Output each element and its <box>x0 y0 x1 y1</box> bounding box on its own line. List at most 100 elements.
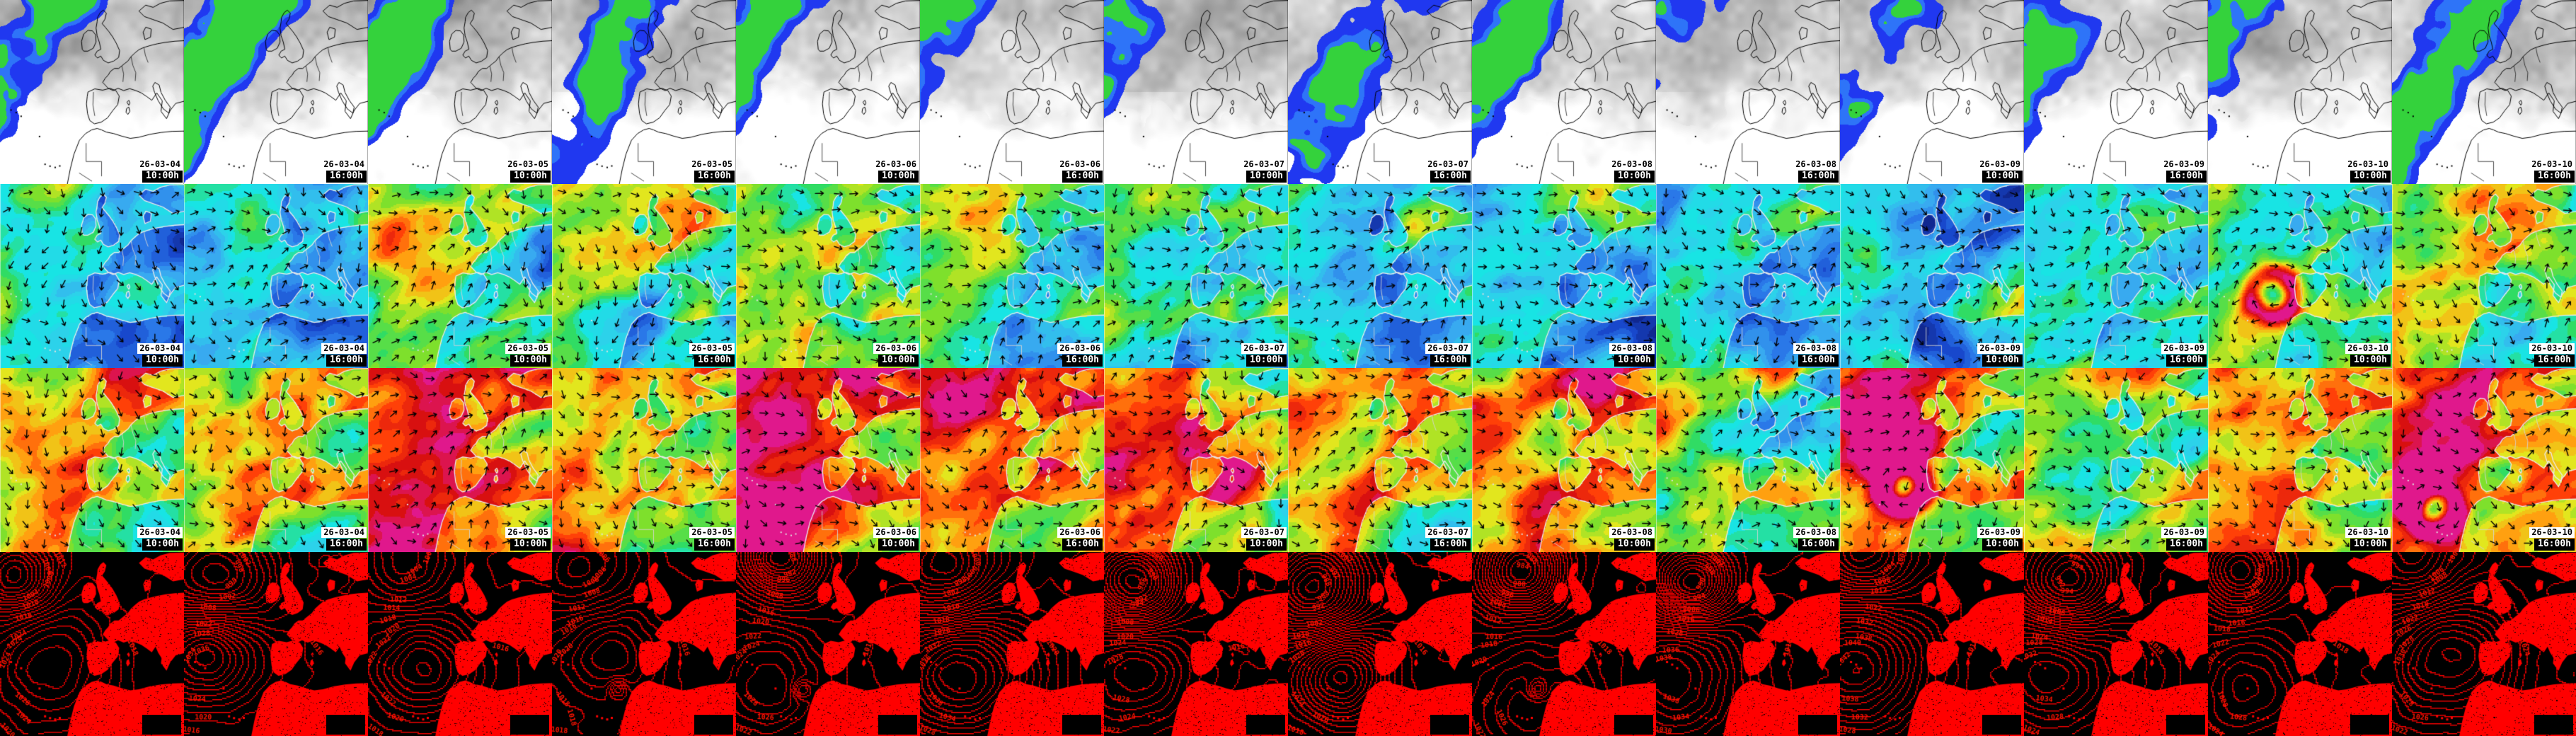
forecast-panel-wind-upper-c12[interactable]: 26-03-09 16:00h <box>2024 368 2208 552</box>
panel-date-label: 26-03-09 <box>1977 159 2023 170</box>
forecast-panel-pressure-c11[interactable] <box>1840 552 2024 736</box>
forecast-panel-satellite-c3[interactable]: 26-03-05 10:00h <box>368 0 552 184</box>
panel-date-label: 26-03-05 <box>505 159 551 170</box>
forecast-panel-wind-low-c1[interactable]: 26-03-04 10:00h <box>0 184 184 368</box>
forecast-panel-satellite-c10[interactable]: 26-03-08 16:00h <box>1656 0 1840 184</box>
wind-low-map-canvas <box>1288 184 1472 368</box>
forecast-panel-satellite-c11[interactable]: 26-03-09 10:00h <box>1840 0 2024 184</box>
pressure-map-canvas <box>368 552 552 736</box>
panel-label-blank-box <box>2350 715 2389 735</box>
forecast-panel-wind-upper-c13[interactable]: 26-03-10 10:00h <box>2208 368 2392 552</box>
wind-low-map-canvas <box>1840 184 2024 368</box>
forecast-panel-wind-low-c5[interactable]: 26-03-06 10:00h <box>736 184 920 368</box>
satellite-map-canvas <box>0 0 184 184</box>
forecast-panel-satellite-c6[interactable]: 26-03-06 16:00h <box>920 0 1104 184</box>
satellite-map-canvas <box>1288 0 1472 184</box>
pressure-map-canvas <box>1472 552 1656 736</box>
forecast-panel-pressure-c3[interactable] <box>368 552 552 736</box>
forecast-panel-wind-upper-c4[interactable]: 26-03-05 16:00h <box>552 368 736 552</box>
forecast-panel-satellite-c8[interactable]: 26-03-07 16:00h <box>1288 0 1472 184</box>
forecast-panel-pressure-c10[interactable] <box>1656 552 1840 736</box>
satellite-map-canvas <box>552 0 736 184</box>
satellite-map-canvas <box>2024 0 2208 184</box>
panel-date-label: 26-03-07 <box>1241 343 1287 354</box>
forecast-panel-satellite-c4[interactable]: 26-03-05 16:00h <box>552 0 736 184</box>
panel-time-label: 16:00h <box>326 539 367 551</box>
panel-time-label: 16:00h <box>1798 539 1839 551</box>
panel-time-label: 10:00h <box>878 355 919 367</box>
forecast-panel-wind-low-c11[interactable]: 26-03-09 10:00h <box>1840 184 2024 368</box>
forecast-panel-satellite-c1[interactable]: 26-03-04 10:00h <box>0 0 184 184</box>
satellite-map-canvas <box>368 0 552 184</box>
panel-time-label: 16:00h <box>2166 539 2207 551</box>
panel-time-label: 10:00h <box>142 355 183 367</box>
forecast-panel-satellite-c2[interactable]: 26-03-04 16:00h <box>184 0 368 184</box>
forecast-panel-wind-low-c4[interactable]: 26-03-05 16:00h <box>552 184 736 368</box>
forecast-panel-pressure-c5[interactable] <box>736 552 920 736</box>
forecast-panel-pressure-c1[interactable] <box>0 552 184 736</box>
forecast-panel-satellite-c13[interactable]: 26-03-10 10:00h <box>2208 0 2392 184</box>
panel-date-label: 26-03-06 <box>1057 527 1103 538</box>
forecast-panel-pressure-c7[interactable] <box>1104 552 1288 736</box>
panel-date-label: 26-03-10 <box>2529 343 2575 354</box>
pressure-map-canvas <box>736 552 920 736</box>
forecast-panel-wind-low-c10[interactable]: 26-03-08 16:00h <box>1656 184 1840 368</box>
panel-time-label: 10:00h <box>142 539 183 551</box>
forecast-panel-wind-low-c13[interactable]: 26-03-10 10:00h <box>2208 184 2392 368</box>
wind-upper-map-canvas <box>920 368 1104 552</box>
forecast-panel-wind-low-c6[interactable]: 26-03-06 16:00h <box>920 184 1104 368</box>
forecast-panel-wind-upper-c7[interactable]: 26-03-07 10:00h <box>1104 368 1288 552</box>
forecast-panel-satellite-c12[interactable]: 26-03-09 16:00h <box>2024 0 2208 184</box>
forecast-panel-wind-low-c2[interactable]: 26-03-04 16:00h <box>184 184 368 368</box>
forecast-panel-pressure-c9[interactable] <box>1472 552 1656 736</box>
forecast-panel-wind-upper-c3[interactable]: 26-03-05 10:00h <box>368 368 552 552</box>
forecast-panel-pressure-c6[interactable] <box>920 552 1104 736</box>
forecast-panel-pressure-c8[interactable] <box>1288 552 1472 736</box>
forecast-panel-wind-low-c7[interactable]: 26-03-07 10:00h <box>1104 184 1288 368</box>
forecast-panel-pressure-c2[interactable] <box>184 552 368 736</box>
panel-date-label: 26-03-10 <box>2345 527 2391 538</box>
forecast-panel-satellite-c5[interactable]: 26-03-06 10:00h <box>736 0 920 184</box>
forecast-panel-wind-upper-c2[interactable]: 26-03-04 16:00h <box>184 368 368 552</box>
forecast-panel-wind-upper-c8[interactable]: 26-03-07 16:00h <box>1288 368 1472 552</box>
forecast-panel-wind-upper-c1[interactable]: 26-03-04 10:00h <box>0 368 184 552</box>
panel-label-blank-box <box>2534 715 2573 735</box>
wind-upper-map-canvas <box>552 368 736 552</box>
forecast-panel-wind-low-c9[interactable]: 26-03-08 10:00h <box>1472 184 1656 368</box>
forecast-panel-pressure-c12[interactable] <box>2024 552 2208 736</box>
wind-upper-map-canvas <box>736 368 920 552</box>
panel-time-label: 16:00h <box>1430 355 1471 367</box>
forecast-panel-satellite-c14[interactable]: 26-03-10 16:00h <box>2392 0 2576 184</box>
forecast-panel-wind-low-c8[interactable]: 26-03-07 16:00h <box>1288 184 1472 368</box>
forecast-panel-wind-low-c12[interactable]: 26-03-09 16:00h <box>2024 184 2208 368</box>
wind-low-map-canvas <box>736 184 920 368</box>
forecast-panel-wind-low-c14[interactable]: 26-03-10 16:00h <box>2392 184 2576 368</box>
forecast-panel-wind-upper-c14[interactable]: 26-03-10 16:00h <box>2392 368 2576 552</box>
pressure-map-canvas <box>2024 552 2208 736</box>
pressure-map-canvas <box>184 552 368 736</box>
forecast-panel-wind-upper-c11[interactable]: 26-03-09 10:00h <box>1840 368 2024 552</box>
forecast-panel-satellite-c7[interactable]: 26-03-07 10:00h <box>1104 0 1288 184</box>
panel-time-label: 10:00h <box>1982 171 2023 183</box>
forecast-panel-wind-low-c3[interactable]: 26-03-05 10:00h <box>368 184 552 368</box>
panel-time-label: 10:00h <box>142 171 183 183</box>
panel-time-label: 10:00h <box>1246 539 1287 551</box>
forecast-panel-wind-upper-c10[interactable]: 26-03-08 16:00h <box>1656 368 1840 552</box>
forecast-panel-satellite-c9[interactable]: 26-03-08 10:00h <box>1472 0 1656 184</box>
satellite-map-canvas <box>736 0 920 184</box>
forecast-panel-pressure-c14[interactable] <box>2392 552 2576 736</box>
satellite-map-canvas <box>1656 0 1840 184</box>
wind-upper-map-canvas <box>2024 368 2208 552</box>
panel-time-label: 10:00h <box>510 355 551 367</box>
panel-time-label: 16:00h <box>326 355 367 367</box>
forecast-panel-pressure-c13[interactable] <box>2208 552 2392 736</box>
forecast-panel-wind-upper-c5[interactable]: 26-03-06 10:00h <box>736 368 920 552</box>
forecast-panel-wind-upper-c9[interactable]: 26-03-08 10:00h <box>1472 368 1656 552</box>
wind-low-map-canvas <box>1656 184 1840 368</box>
forecast-panel-wind-upper-c6[interactable]: 26-03-06 16:00h <box>920 368 1104 552</box>
pressure-map-canvas <box>1288 552 1472 736</box>
forecast-panel-pressure-c4[interactable] <box>552 552 736 736</box>
panel-time-label: 16:00h <box>694 355 735 367</box>
panel-date-label: 26-03-07 <box>1241 527 1287 538</box>
